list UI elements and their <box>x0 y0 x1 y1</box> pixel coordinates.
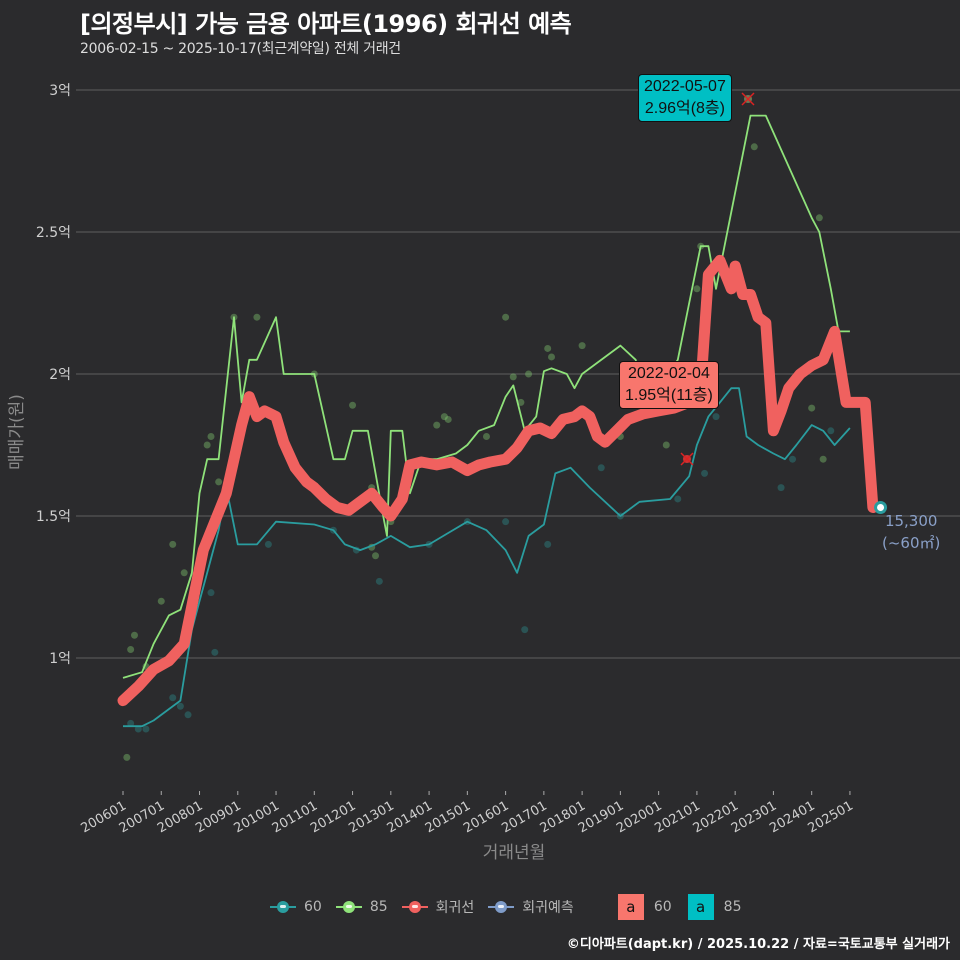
svg-text:3억: 3억 <box>49 83 71 99</box>
legend-box-60-icon: a <box>617 894 644 920</box>
legend: 60 85 회귀선 회귀예측 a 60 a 85 <box>270 894 742 920</box>
annotation-max-60-date: 2022-02-04 <box>628 365 710 382</box>
legend-box-label: 85 <box>723 899 742 915</box>
legend-line-icon <box>270 900 296 914</box>
legend-label: 85 <box>369 899 388 915</box>
y-axis-ticks: 3억 2.5억 2억 1.5억 1억 <box>36 83 71 667</box>
grid-lines <box>76 89 960 659</box>
legend-label: 60 <box>304 899 322 915</box>
svg-text:1.5억: 1.5억 <box>36 509 71 525</box>
chart-subtitle: 2006-02-15 ~ 2025-10-17(최근계약일) 전체 거래건 <box>80 41 401 57</box>
x-axis-label: 거래년월 <box>483 843 546 863</box>
svg-text:2.5억: 2.5억 <box>36 225 71 241</box>
svg-text:2억: 2억 <box>49 367 71 383</box>
legend-item-prediction: 회귀예측 <box>488 897 574 917</box>
y-axis-label: 매매가(원) <box>7 394 27 470</box>
legend-label: 회귀선 <box>435 900 475 916</box>
legend-label: 회귀예측 <box>522 900 574 916</box>
highlight-marks <box>680 92 888 514</box>
prediction-value: 15,300 <box>884 512 938 530</box>
prediction-unit: (~60㎡) <box>882 534 941 552</box>
legend-item-85: 85 <box>335 899 388 915</box>
x-axis-ticks: 2006012007012008012009012010012011012012… <box>79 791 856 836</box>
legend-box-85-icon: a <box>687 894 714 920</box>
annotation-max-85-date: 2022-05-07 <box>644 78 726 95</box>
legend-line-icon <box>488 900 515 914</box>
legend-line-icon <box>335 900 362 914</box>
annotation-max-85: 2022-05-07 2.96억(8층) <box>638 74 732 122</box>
legend-item-60: 60 <box>270 899 322 915</box>
legend-box-label: 60 <box>653 899 672 915</box>
legend-item-regression: 회귀선 <box>401 897 475 917</box>
chart-title: [의정부시] 가능 금용 아파트(1996) 회귀선 예측 <box>80 10 572 38</box>
prediction-label: 15,300 (~60㎡) <box>882 510 940 554</box>
annotation-max-85-value: 2.96억(8층) <box>644 100 725 117</box>
svg-text:1억: 1억 <box>49 651 71 667</box>
footer-credit: ©디아파트(dapt.kr) / 2025.10.22 / 자료=국토교통부 실… <box>566 937 950 952</box>
annotation-max-60-value: 1.95억(11층) <box>625 387 713 404</box>
legend-line-icon <box>401 900 428 914</box>
series-lines <box>117 114 879 728</box>
annotation-max-60: 2022-02-04 1.95억(11층) <box>619 361 719 409</box>
